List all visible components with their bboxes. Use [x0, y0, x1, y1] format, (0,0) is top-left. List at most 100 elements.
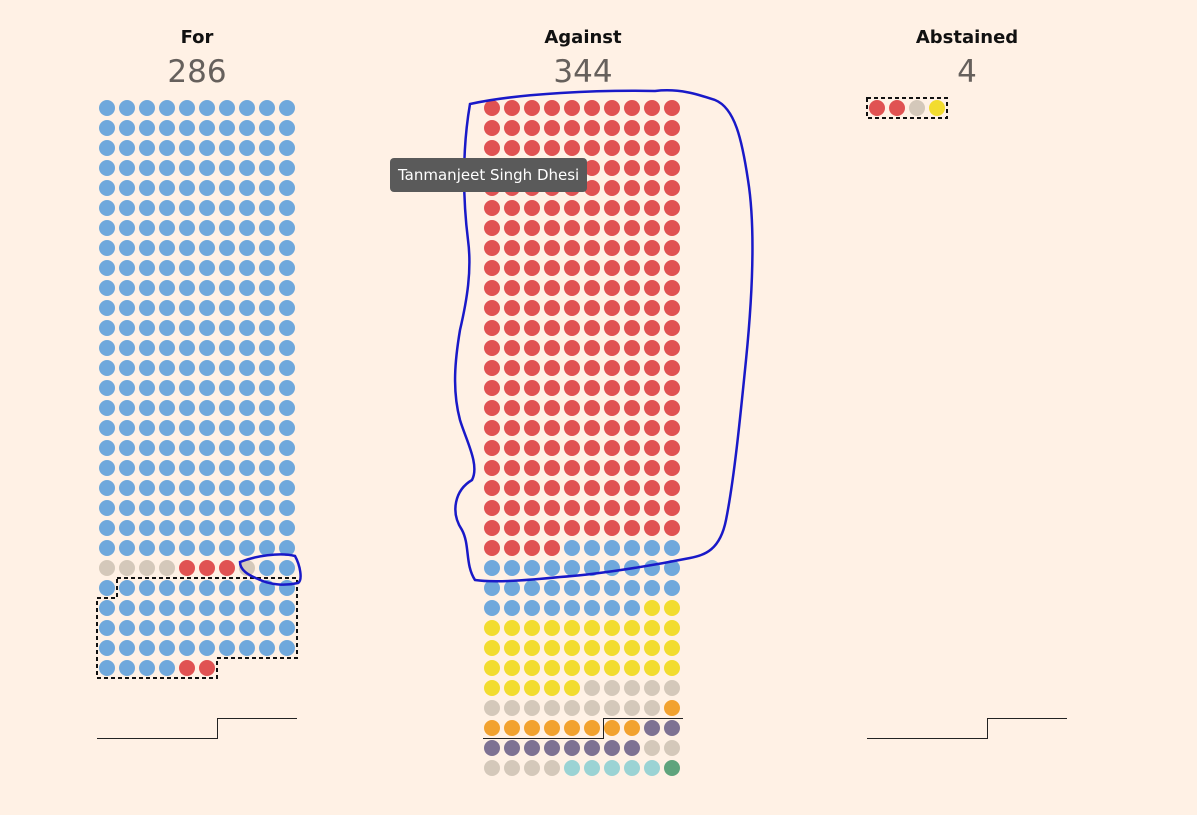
dot-against[interactable] — [624, 240, 640, 256]
dot-for[interactable] — [99, 660, 115, 676]
dot-against[interactable] — [584, 560, 600, 576]
dot-for[interactable] — [199, 200, 215, 216]
dot-against[interactable] — [604, 380, 620, 396]
dot-for[interactable] — [219, 100, 235, 116]
dot-for[interactable] — [239, 220, 255, 236]
dot-against[interactable] — [524, 460, 540, 476]
dot-against[interactable] — [604, 520, 620, 536]
dot-for[interactable] — [139, 160, 155, 176]
dot-for[interactable] — [119, 160, 135, 176]
dot-for[interactable] — [159, 620, 175, 636]
dot-abstained[interactable] — [929, 100, 945, 116]
dot-against[interactable] — [544, 420, 560, 436]
dot-for[interactable] — [139, 380, 155, 396]
dot-against[interactable] — [644, 140, 660, 156]
dot-against[interactable] — [484, 240, 500, 256]
dot-for[interactable] — [259, 260, 275, 276]
dot-for[interactable] — [159, 280, 175, 296]
dot-for[interactable] — [219, 560, 235, 576]
dot-against[interactable] — [584, 420, 600, 436]
dot-against[interactable] — [644, 340, 660, 356]
dot-against[interactable] — [544, 540, 560, 556]
dot-for[interactable] — [239, 620, 255, 636]
dot-for[interactable] — [119, 560, 135, 576]
dot-against[interactable] — [544, 580, 560, 596]
dot-against[interactable] — [584, 240, 600, 256]
dot-against[interactable] — [644, 200, 660, 216]
dot-for[interactable] — [239, 440, 255, 456]
dot-for[interactable] — [279, 460, 295, 476]
dot-against[interactable] — [484, 380, 500, 396]
dot-against[interactable] — [644, 160, 660, 176]
dot-against[interactable] — [644, 580, 660, 596]
dot-for[interactable] — [279, 480, 295, 496]
dot-for[interactable] — [99, 160, 115, 176]
dot-against[interactable] — [624, 220, 640, 236]
dot-against[interactable] — [604, 400, 620, 416]
dot-for[interactable] — [139, 600, 155, 616]
dot-for[interactable] — [139, 640, 155, 656]
dot-for[interactable] — [279, 220, 295, 236]
dot-against[interactable] — [524, 400, 540, 416]
dot-for[interactable] — [99, 380, 115, 396]
dot-for[interactable] — [239, 140, 255, 156]
dot-against[interactable] — [604, 260, 620, 276]
dot-against[interactable] — [484, 100, 500, 116]
dot-for[interactable] — [119, 340, 135, 356]
dot-against[interactable] — [584, 360, 600, 376]
dot-for[interactable] — [179, 100, 195, 116]
dot-for[interactable] — [199, 260, 215, 276]
dot-against[interactable] — [584, 600, 600, 616]
dot-against[interactable] — [524, 520, 540, 536]
dot-against[interactable] — [664, 600, 680, 616]
dot-against[interactable] — [644, 280, 660, 296]
dot-against[interactable] — [664, 460, 680, 476]
dot-for[interactable] — [179, 580, 195, 596]
dot-against[interactable] — [644, 180, 660, 196]
dot-for[interactable] — [239, 580, 255, 596]
dot-against[interactable] — [604, 620, 620, 636]
dot-against[interactable] — [544, 140, 560, 156]
dot-against[interactable] — [644, 700, 660, 716]
dot-for[interactable] — [139, 620, 155, 636]
dot-against[interactable] — [544, 560, 560, 576]
dot-against[interactable] — [564, 640, 580, 656]
dot-for[interactable] — [259, 520, 275, 536]
dot-for[interactable] — [279, 340, 295, 356]
dot-against[interactable] — [504, 440, 520, 456]
dot-for[interactable] — [279, 240, 295, 256]
dot-against[interactable] — [604, 220, 620, 236]
dot-for[interactable] — [179, 420, 195, 436]
dot-against[interactable] — [644, 660, 660, 676]
dot-against[interactable] — [504, 580, 520, 596]
dot-for[interactable] — [119, 240, 135, 256]
dot-against[interactable] — [544, 720, 560, 736]
dot-for[interactable] — [159, 660, 175, 676]
dot-for[interactable] — [179, 460, 195, 476]
dot-for[interactable] — [99, 460, 115, 476]
dot-for[interactable] — [199, 660, 215, 676]
dot-against[interactable] — [564, 140, 580, 156]
dot-against[interactable] — [604, 180, 620, 196]
dot-against[interactable] — [544, 660, 560, 676]
dot-against[interactable] — [504, 480, 520, 496]
dot-for[interactable] — [159, 320, 175, 336]
dot-against[interactable] — [564, 520, 580, 536]
dot-for[interactable] — [259, 480, 275, 496]
dot-against[interactable] — [644, 360, 660, 376]
dot-against[interactable] — [564, 120, 580, 136]
dot-for[interactable] — [99, 600, 115, 616]
dot-against[interactable] — [624, 320, 640, 336]
dot-against[interactable] — [644, 120, 660, 136]
dot-for[interactable] — [179, 600, 195, 616]
dot-against[interactable] — [644, 400, 660, 416]
dot-for[interactable] — [219, 420, 235, 436]
dot-against[interactable] — [564, 340, 580, 356]
dot-for[interactable] — [259, 160, 275, 176]
dot-against[interactable] — [604, 100, 620, 116]
dot-against[interactable] — [624, 460, 640, 476]
dot-for[interactable] — [259, 180, 275, 196]
dot-for[interactable] — [99, 420, 115, 436]
dot-against[interactable] — [564, 480, 580, 496]
dot-for[interactable] — [199, 600, 215, 616]
